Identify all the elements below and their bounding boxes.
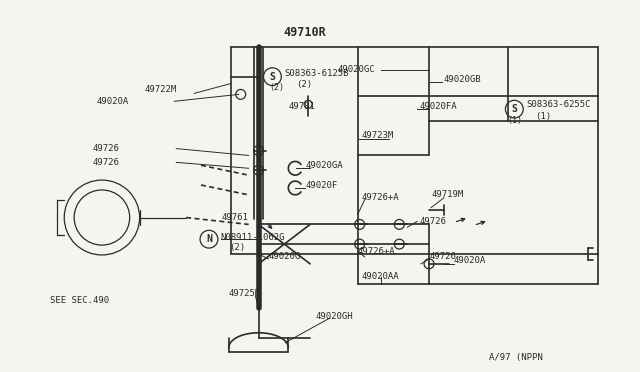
Circle shape xyxy=(236,89,246,99)
Text: 49761: 49761 xyxy=(221,213,248,222)
Text: 49725M: 49725M xyxy=(228,289,261,298)
Text: 49719M: 49719M xyxy=(431,190,463,199)
Text: 49781: 49781 xyxy=(288,102,315,111)
Text: 49726: 49726 xyxy=(419,217,446,226)
Text: 49020GC: 49020GC xyxy=(338,65,376,74)
Text: 49020A: 49020A xyxy=(97,97,129,106)
Text: 49726+A: 49726+A xyxy=(358,247,396,256)
Circle shape xyxy=(304,100,312,108)
Text: 49020GB: 49020GB xyxy=(444,75,481,84)
Text: (1): (1) xyxy=(507,116,522,125)
Text: (1): (1) xyxy=(535,112,551,121)
Text: SEE SEC.490: SEE SEC.490 xyxy=(51,296,109,305)
Circle shape xyxy=(253,165,264,175)
Text: 49710R: 49710R xyxy=(284,26,326,39)
Text: 49020GH: 49020GH xyxy=(315,311,353,321)
Text: N08911-1062G: N08911-1062G xyxy=(221,233,285,242)
Text: 49020FA: 49020FA xyxy=(419,102,457,111)
Circle shape xyxy=(394,239,404,249)
Text: 49020GA: 49020GA xyxy=(305,161,343,170)
Circle shape xyxy=(394,219,404,230)
Text: S: S xyxy=(511,104,517,114)
Circle shape xyxy=(355,239,365,249)
Text: A/97 (NPPN: A/97 (NPPN xyxy=(488,353,542,362)
Text: 49726: 49726 xyxy=(93,158,120,167)
Text: 49020A: 49020A xyxy=(454,256,486,265)
Text: (2): (2) xyxy=(228,243,245,251)
Text: 49020AA: 49020AA xyxy=(362,272,399,281)
Text: S08363-6255C: S08363-6255C xyxy=(526,100,591,109)
Text: S: S xyxy=(269,72,275,82)
Circle shape xyxy=(253,145,264,155)
Text: 49020G: 49020G xyxy=(268,253,301,262)
Text: N: N xyxy=(206,234,212,244)
Text: 49726: 49726 xyxy=(429,253,456,262)
Text: (2): (2) xyxy=(269,83,284,92)
Text: 49726: 49726 xyxy=(93,144,120,153)
Text: 49723M: 49723M xyxy=(362,131,394,140)
Circle shape xyxy=(424,259,434,269)
Text: 49020F: 49020F xyxy=(305,180,337,189)
Circle shape xyxy=(355,219,365,230)
Text: (2): (2) xyxy=(296,80,312,89)
Text: 49726+A: 49726+A xyxy=(362,193,399,202)
Text: 49722M: 49722M xyxy=(145,85,177,94)
Text: S08363-6125B: S08363-6125B xyxy=(284,69,349,78)
